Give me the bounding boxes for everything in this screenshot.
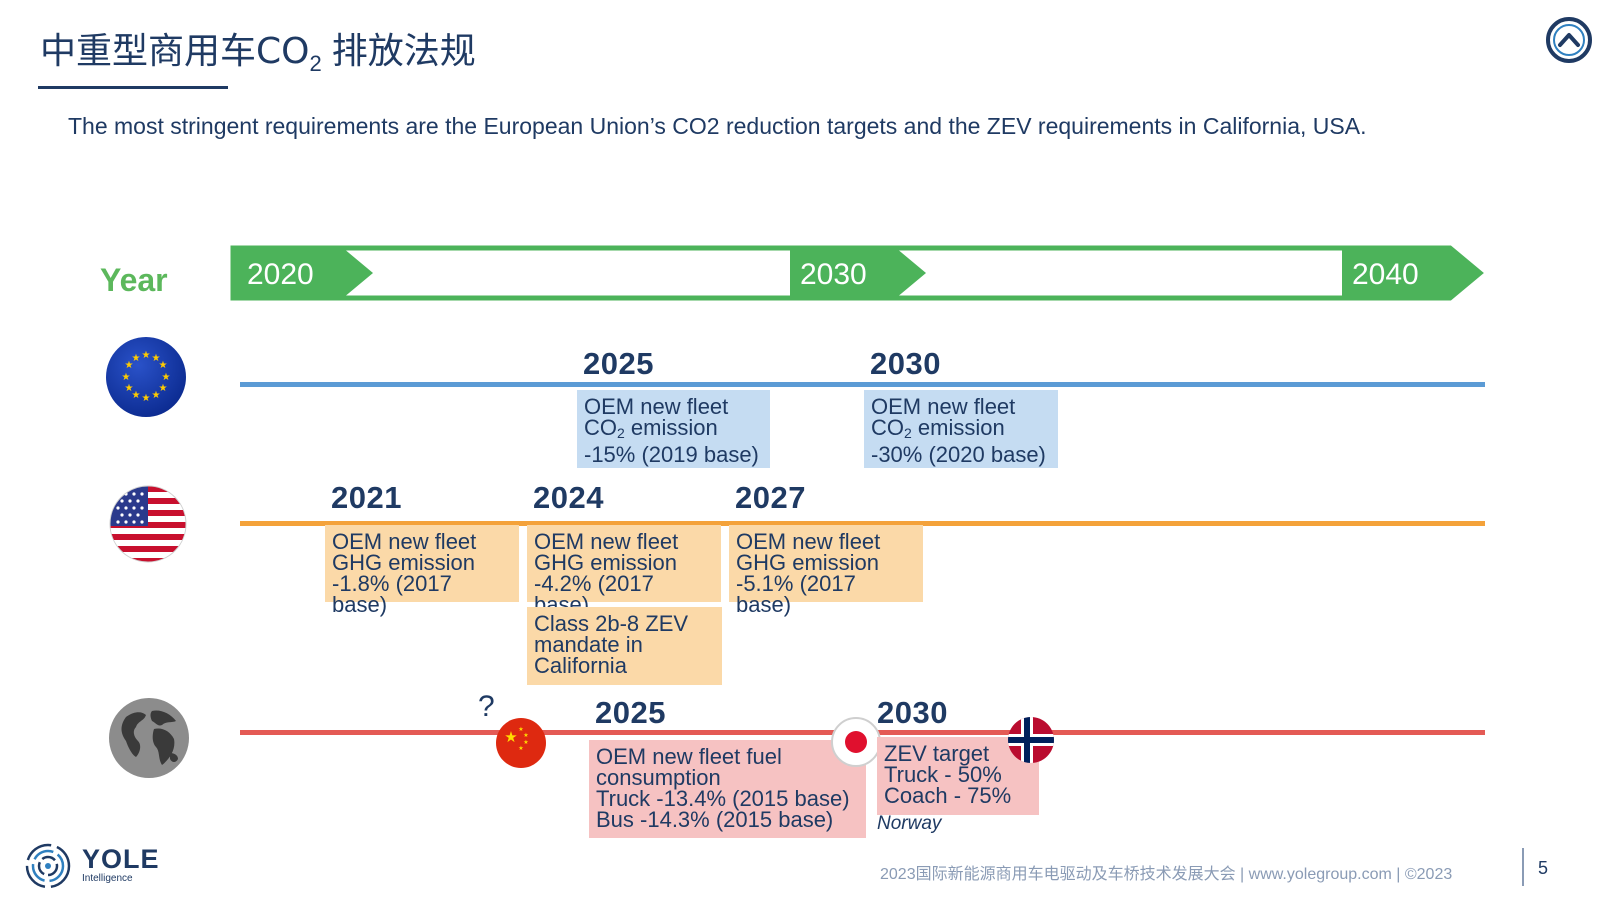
us-year-2027: 2027 [735, 480, 806, 515]
california-zev-box: Class 2b-8 ZEV mandate in California [527, 607, 722, 685]
svg-text:★: ★ [518, 745, 523, 752]
eu-2025-line2: CO2 emission [584, 415, 718, 442]
us-event-box-2024: OEM new fleet GHG emission -4.2% (2017 b… [527, 525, 721, 616]
china-flag-icon: ★ ★ ★ ★ ★ [496, 718, 546, 768]
svg-text:★: ★ [132, 353, 141, 364]
svg-text:★: ★ [125, 360, 134, 371]
globe-icon [109, 698, 189, 778]
us-event-box-2027: OEM new fleet GHG emission -5.1% (2017 b… [729, 525, 923, 616]
svg-text:★: ★ [159, 383, 168, 394]
eu-year-2025: 2025 [583, 346, 654, 381]
svg-text:★: ★ [122, 372, 131, 383]
eu-2030-line3: -30% (2020 base) [871, 442, 1046, 467]
year-timeline: 2020 2030 2040 [230, 245, 1484, 301]
svg-text:★: ★ [142, 350, 151, 361]
svg-text:★: ★ [152, 390, 161, 401]
eu-timeline-line [240, 382, 1485, 387]
svg-text:★: ★ [152, 353, 161, 364]
footer-separator [1522, 848, 1524, 886]
svg-text:★: ★ [132, 390, 141, 401]
subtitle-text: The most stringent requirements are the … [68, 113, 1367, 139]
eu-2030-line1: OEM new fleet [871, 394, 1016, 419]
yole-brand-subtext: Intelligence [82, 873, 133, 884]
svg-text:★: ★ [523, 739, 528, 746]
norway-event-box-2030: ZEV target Truck - 50% Coach - 75% [877, 737, 1039, 815]
timeline-year-2040: 2040 [1352, 258, 1419, 291]
us-2027-line3: -5.1% (2017 base) [736, 571, 856, 617]
timeline-segment-2030 [790, 248, 926, 298]
china-question-mark: ? [478, 690, 495, 723]
us-event-box-2021: OEM new fleet GHG emission -1.8% (2017 b… [325, 525, 519, 616]
eu-event-box-2025: OEM new fleet CO2 emission -15% (2019 ba… [577, 390, 770, 468]
california-line2: mandate in [534, 632, 643, 657]
norway-2030-line1: ZEV target [884, 741, 990, 766]
us-2024-line2: GHG emission [534, 550, 678, 575]
us-2021-line3: -1.8% (2017 base) [332, 571, 452, 617]
eu-year-2030: 2030 [870, 346, 941, 381]
timeline-year-2020: 2020 [247, 258, 314, 291]
eu-2025-line1: OEM new fleet [584, 394, 729, 419]
svg-text:★: ★ [523, 732, 528, 739]
china-event-box-2025: OEM new fleet fuel consumption Truck -13… [589, 740, 866, 838]
eu-2030-line2: CO2 emission [871, 415, 1005, 442]
us-2021-line2: GHG emission [332, 550, 476, 575]
california-line1: Class 2b-8 ZEV [534, 611, 689, 636]
japan-flag-icon [831, 717, 881, 767]
page-title: 中重型商用车CO2 排放法规 [40, 30, 476, 76]
norway-label: Norway [877, 813, 942, 834]
svg-text:★: ★ [504, 728, 517, 746]
us-timeline-line [240, 521, 1485, 526]
page-number: 5 [1538, 858, 1549, 878]
usa-flag-icon [109, 485, 187, 563]
china-2025-line2: consumption [596, 765, 721, 790]
china-2025-line1: OEM new fleet fuel [596, 744, 782, 769]
timeline-segment-2020 [233, 248, 373, 298]
yole-logo-icon [25, 843, 71, 889]
svg-text:★: ★ [159, 360, 168, 371]
norway-flag-icon [1008, 717, 1054, 763]
us-2021-line1: OEM new fleet [332, 529, 477, 554]
eu-event-box-2030: OEM new fleet CO2 emission -30% (2020 ba… [864, 390, 1058, 468]
norway-2030-line3: Coach - 75% [884, 783, 1012, 808]
footer-text: 2023国际新能源商用车电驱动及车桥技术发展大会 | www.yolegroup… [880, 866, 1453, 883]
world-year-2030: 2030 [877, 695, 948, 730]
china-2025-line4: Bus -14.3% (2015 base) [596, 807, 834, 832]
svg-text:★: ★ [518, 726, 523, 733]
svg-text:★: ★ [162, 372, 171, 383]
eu-2025-line3: -15% (2019 base) [584, 442, 759, 467]
svg-text:★: ★ [142, 393, 151, 404]
china-2025-line3: Truck -13.4% (2015 base) [596, 786, 850, 811]
us-2024-line1: OEM new fleet [534, 529, 679, 554]
eu-flag-icon: ★ ★★ ★★★ ★★★ ★★★ [106, 337, 186, 417]
us-2027-line1: OEM new fleet [736, 529, 881, 554]
world-year-2025: 2025 [595, 695, 666, 730]
us-2027-line2: GHG emission [736, 550, 880, 575]
yole-brand-text: YOLE [82, 844, 160, 874]
us-year-2024: 2024 [533, 480, 604, 515]
year-label: Year [100, 262, 168, 298]
us-year-2021: 2021 [331, 480, 402, 515]
timeline-segment-2040 [1342, 248, 1480, 298]
title-underline [38, 86, 228, 89]
california-line3: California [534, 653, 627, 678]
svg-text:★: ★ [125, 383, 134, 394]
norway-2030-line2: Truck - 50% [884, 762, 1002, 787]
company-logo-icon [1546, 17, 1592, 63]
timeline-year-2030: 2030 [800, 258, 867, 291]
